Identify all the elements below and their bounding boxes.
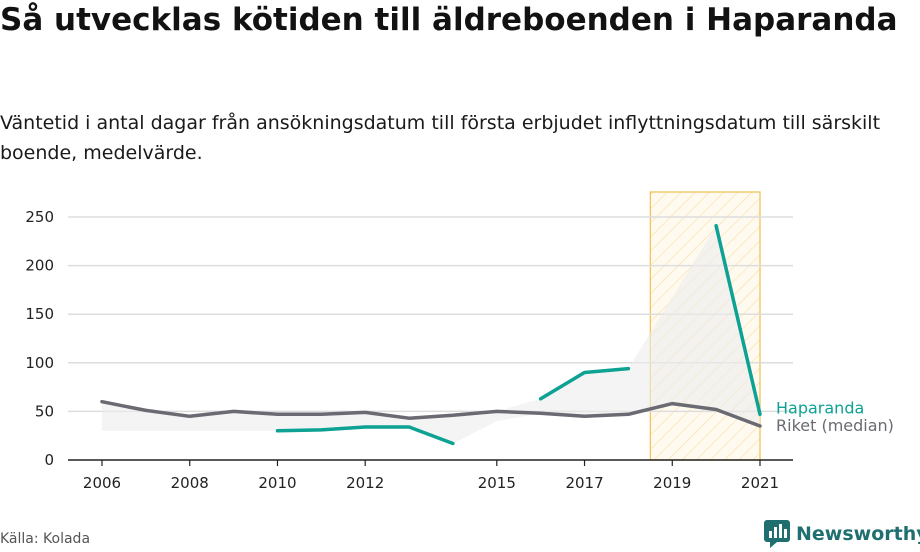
brand-name: Newsworthy bbox=[796, 523, 920, 545]
newsworthy-icon bbox=[764, 520, 790, 548]
x-tick-label: 2019 bbox=[653, 474, 691, 492]
y-tick-label: 0 bbox=[44, 451, 54, 469]
series-line bbox=[100, 399, 762, 428]
y-tick-label: 200 bbox=[25, 257, 54, 275]
chart-subtitle: Väntetid i antal dagar från ansökningsda… bbox=[0, 112, 881, 164]
x-tick-label: 2006 bbox=[83, 474, 121, 492]
series-line bbox=[714, 223, 762, 417]
y-tick-label: 150 bbox=[25, 305, 54, 323]
y-tick-label: 50 bbox=[35, 402, 54, 420]
y-tick-label: 100 bbox=[25, 354, 54, 372]
line-chart: 2006 2008 2010 2012 2015 2017 2019 2021 0 50 100 15… bbox=[25, 191, 894, 492]
x-tick-label: 2021 bbox=[741, 474, 779, 492]
series-label-haparanda: Haparanda bbox=[776, 398, 864, 417]
series-label-riket: Riket (median) bbox=[776, 416, 894, 435]
x-tick-label: 2017 bbox=[565, 474, 603, 492]
x-tick-label: 2015 bbox=[478, 474, 516, 492]
source-note: Källa: Kolada bbox=[0, 531, 91, 547]
x-tick-label: 2008 bbox=[171, 474, 209, 492]
y-tick-label: 250 bbox=[25, 208, 54, 226]
series-line bbox=[538, 366, 631, 401]
brand-logo: Newsworthy bbox=[764, 520, 920, 548]
range-area bbox=[102, 225, 760, 444]
chart-title: Så utvecklas kötiden till äldreboenden i… bbox=[0, 2, 898, 38]
x-tick-label: 2012 bbox=[346, 474, 384, 492]
series-line bbox=[275, 425, 455, 446]
x-tick-label: 2010 bbox=[258, 474, 296, 492]
